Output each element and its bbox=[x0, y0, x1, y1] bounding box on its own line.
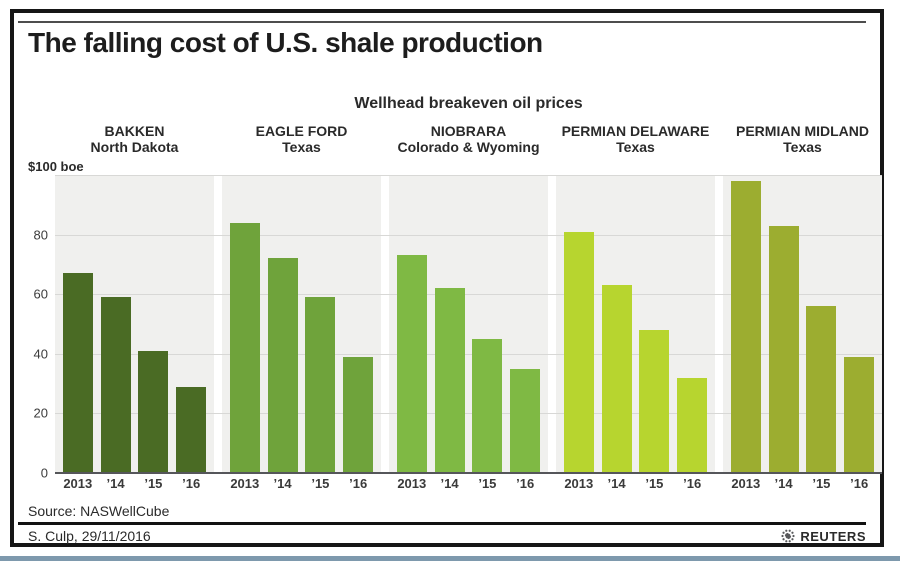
x-tick: ’15 bbox=[311, 476, 330, 491]
reuters-logo: REUTERS bbox=[780, 528, 866, 544]
bar-permian-midland-14 bbox=[768, 225, 799, 473]
page-title: The falling cost of U.S. shale productio… bbox=[28, 27, 543, 58]
bar-bakken-2013 bbox=[62, 273, 93, 473]
x-tick: ’14 bbox=[774, 476, 793, 491]
bar-niobrara-16 bbox=[510, 368, 541, 473]
x-tick: ’14 bbox=[273, 476, 292, 491]
bar-permian-delaware-16 bbox=[677, 377, 708, 473]
x-labels-niobrara: 2013 ’14 ’15 ’16 bbox=[389, 476, 548, 491]
x-tick: 2013 bbox=[230, 476, 260, 491]
chart-panels bbox=[55, 175, 882, 473]
x-tick: ’16 bbox=[349, 476, 368, 491]
bar-bakken-14 bbox=[100, 297, 131, 473]
x-labels-permian-midland: 2013 ’14 ’15 ’16 bbox=[723, 476, 882, 491]
bar-permian-delaware-14 bbox=[601, 285, 632, 473]
y-tick-20: 20 bbox=[33, 405, 48, 421]
x-tick: 2013 bbox=[731, 476, 761, 491]
group-header-permian-delaware: PERMIAN DELAWARE Texas bbox=[556, 123, 715, 155]
x-tick: ’16 bbox=[683, 476, 702, 491]
panel-eagle-ford bbox=[222, 175, 381, 473]
group-location: Texas bbox=[616, 139, 655, 155]
bar-permian-delaware-15 bbox=[639, 329, 670, 473]
bar-eagle-ford-14 bbox=[267, 258, 298, 473]
bar-bakken-16 bbox=[176, 386, 207, 473]
bar-eagle-ford-15 bbox=[305, 297, 336, 473]
credit-text: S. Culp, 29/11/2016 bbox=[28, 528, 151, 544]
x-tick: ’16 bbox=[850, 476, 869, 491]
bar-permian-delaware-2013 bbox=[563, 231, 594, 473]
credit-row: S. Culp, 29/11/2016 REUTERS bbox=[28, 528, 866, 544]
bottom-accent-bar bbox=[0, 556, 900, 561]
group-name: PERMIAN DELAWARE bbox=[561, 123, 710, 139]
y-axis-tick-labels: 80 60 40 20 0 bbox=[14, 175, 48, 480]
x-labels-permian-delaware: 2013 ’14 ’15 ’16 bbox=[556, 476, 715, 491]
group-location: Texas bbox=[282, 139, 321, 155]
gridline-80 bbox=[55, 234, 882, 236]
reuters-logo-icon bbox=[781, 529, 795, 543]
reuters-logo-text: REUTERS bbox=[800, 528, 866, 544]
group-name: EAGLE FORD bbox=[255, 123, 348, 139]
y-tick-80: 80 bbox=[33, 227, 48, 243]
x-tick: ’15 bbox=[645, 476, 664, 491]
x-axis-line bbox=[55, 472, 882, 474]
source-text: Source: NASWellCube bbox=[28, 503, 170, 519]
bar-niobrara-14 bbox=[434, 288, 465, 473]
chart-subtitle: Wellhead breakeven oil prices bbox=[354, 95, 583, 112]
group-header-bakken: BAKKEN North Dakota bbox=[55, 123, 214, 155]
group-header-permian-midland: PERMIAN MIDLAND Texas bbox=[723, 123, 882, 155]
group-location: Texas bbox=[783, 139, 822, 155]
panel-bakken bbox=[55, 175, 214, 473]
x-labels-eagle-ford: 2013 ’14 ’15 ’16 bbox=[222, 476, 381, 491]
panel-niobrara bbox=[389, 175, 548, 473]
gridline-60 bbox=[55, 294, 882, 296]
x-tick: 2013 bbox=[564, 476, 594, 491]
x-tick: ’14 bbox=[106, 476, 125, 491]
y-tick-60: 60 bbox=[33, 286, 48, 302]
x-tick: ’14 bbox=[607, 476, 626, 491]
gridline-20 bbox=[55, 413, 882, 415]
group-header-eagle-ford: EAGLE FORD Texas bbox=[222, 123, 381, 155]
y-axis-top-label: $100 boe bbox=[28, 159, 84, 174]
x-tick: ’15 bbox=[812, 476, 831, 491]
group-name: BAKKEN bbox=[104, 123, 165, 139]
y-tick-0: 0 bbox=[40, 465, 48, 481]
group-headers: BAKKEN North Dakota EAGLE FORD Texas NIOBRAR… bbox=[55, 123, 882, 155]
x-tick: ’15 bbox=[478, 476, 497, 491]
x-tick: ’16 bbox=[516, 476, 535, 491]
bar-permian-midland-16 bbox=[844, 356, 875, 473]
x-axis-tick-labels: 2013’14’15’16 2013’14’15’16 2013’14’15’16 2… bbox=[55, 476, 882, 491]
group-location: Colorado & Wyoming bbox=[397, 139, 540, 155]
x-tick: ’15 bbox=[144, 476, 163, 491]
y-tick-40: 40 bbox=[33, 346, 48, 362]
group-header-niobrara: NIOBRARA Colorado & Wyoming bbox=[389, 123, 548, 155]
bar-eagle-ford-16 bbox=[343, 356, 374, 473]
x-tick: ’14 bbox=[440, 476, 459, 491]
footer-divider bbox=[18, 522, 866, 525]
group-location: North Dakota bbox=[90, 139, 179, 155]
x-tick: 2013 bbox=[397, 476, 427, 491]
group-name: PERMIAN MIDLAND bbox=[736, 123, 869, 139]
panel-permian-midland bbox=[723, 175, 882, 473]
bar-chart-plot bbox=[55, 175, 882, 474]
bar-bakken-15 bbox=[138, 350, 169, 473]
bar-permian-midland-2013 bbox=[730, 180, 761, 473]
bar-niobrara-2013 bbox=[396, 255, 427, 473]
x-tick: ’16 bbox=[182, 476, 201, 491]
bar-eagle-ford-2013 bbox=[229, 222, 260, 473]
gridline-100 bbox=[55, 175, 882, 176]
bar-permian-midland-15 bbox=[806, 306, 837, 473]
x-labels-bakken: 2013 ’14 ’15 ’16 bbox=[55, 476, 214, 491]
panel-permian-delaware bbox=[556, 175, 715, 473]
gridline-40 bbox=[55, 353, 882, 355]
x-tick: 2013 bbox=[63, 476, 93, 491]
group-name: NIOBRARA bbox=[430, 123, 507, 139]
top-rule bbox=[18, 21, 866, 23]
bar-niobrara-15 bbox=[472, 338, 503, 473]
chart-frame: The falling cost of U.S. shale productio… bbox=[10, 9, 884, 547]
